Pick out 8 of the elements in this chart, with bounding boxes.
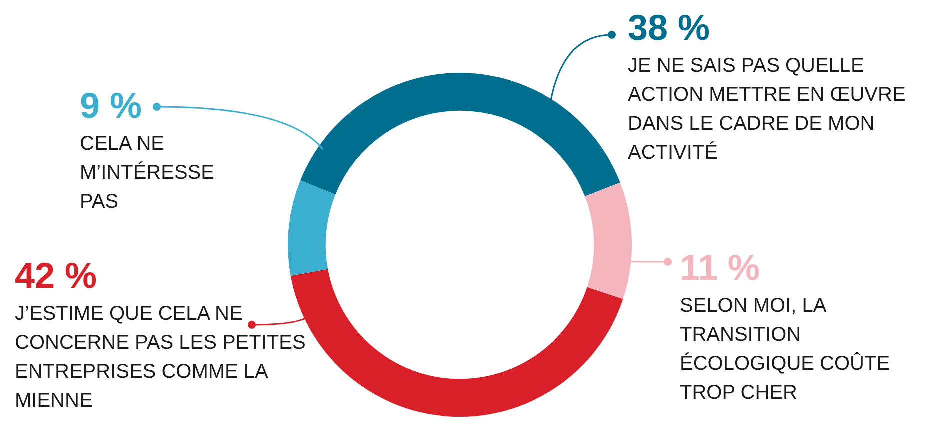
data-label: 11 %	[680, 247, 762, 288]
data-label: 42 %	[15, 255, 98, 296]
data-label: 38 %	[628, 7, 712, 48]
legend-label: CELA NE M’INTÉRESSE PAS	[80, 132, 216, 215]
slice-label: J’ESTIME QUE CELA NE CONCERNE PAS LES PETITES ENTREPRISES COMME LA MIENNE	[15, 302, 307, 414]
slice-label: SELON MOI, LA TRANSITION ÉCOLOGIQUE COÛTE TROP CHER	[680, 294, 892, 406]
legend-label: JE NE SAIS PAS QUELLE ACTION METTRE EN ŒUVRE DANS LE CADRE DE MON ACTIVITÉ	[628, 54, 907, 166]
data-label: 9 %	[80, 85, 144, 126]
